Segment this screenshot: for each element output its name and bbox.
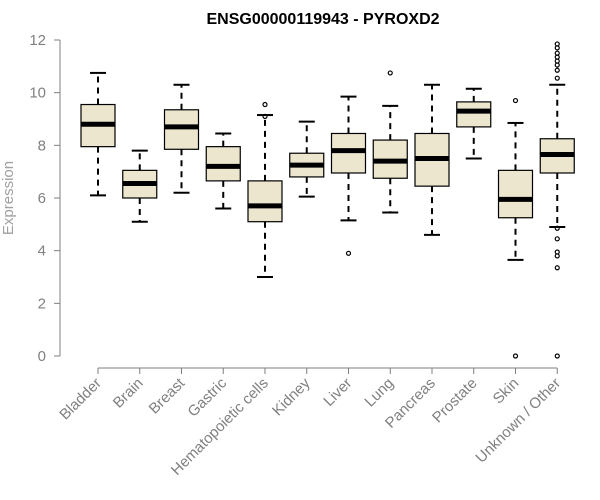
y-tick-label: 10 bbox=[29, 85, 46, 102]
box-5 bbox=[247, 101, 283, 278]
outlier-point bbox=[262, 101, 268, 108]
box-iqr bbox=[247, 180, 283, 223]
box-6 bbox=[289, 120, 325, 198]
outlier-point bbox=[554, 236, 560, 242]
box-2 bbox=[122, 149, 158, 223]
outlier-point bbox=[262, 113, 268, 119]
box-3 bbox=[163, 83, 200, 194]
x-tick-label: Brain bbox=[110, 375, 147, 412]
y-tick-label: 0 bbox=[38, 348, 46, 365]
y-tick-label: 6 bbox=[38, 190, 46, 207]
x-tick-label: Breast bbox=[146, 374, 189, 417]
x-tick-label: Lung bbox=[361, 375, 397, 411]
y-axis: 0 2 4 6 8 10 12 bbox=[29, 32, 61, 365]
x-tick-label: Kidney bbox=[269, 374, 314, 419]
box-9 bbox=[414, 83, 450, 236]
outlier-point bbox=[345, 250, 352, 256]
box-10 bbox=[456, 87, 492, 160]
x-tick-label: Liver bbox=[320, 375, 355, 410]
y-tick-label: 2 bbox=[38, 295, 46, 312]
box-iqr bbox=[163, 109, 200, 150]
box-iqr bbox=[330, 132, 367, 174]
y-tick-label: 8 bbox=[38, 137, 46, 154]
outlier-point bbox=[512, 97, 519, 104]
outlier-point bbox=[554, 75, 560, 81]
box-1 bbox=[80, 71, 116, 197]
box-4 bbox=[205, 132, 241, 210]
outlier-point bbox=[554, 67, 560, 73]
boxes-group bbox=[80, 41, 575, 359]
chart-title: ENSG00000119943 - PYROXD2 bbox=[206, 11, 439, 28]
y-axis-label: Expression bbox=[0, 161, 17, 235]
outlier-point bbox=[387, 70, 393, 76]
outlier-point bbox=[554, 45, 560, 51]
outlier-point bbox=[512, 353, 519, 359]
box-8 bbox=[372, 70, 408, 214]
y-tick-label: 12 bbox=[29, 32, 46, 49]
box-7 bbox=[330, 95, 367, 256]
box-iqr bbox=[205, 146, 241, 182]
box-12 bbox=[539, 41, 575, 359]
box-iqr bbox=[497, 169, 534, 219]
box-11 bbox=[497, 97, 534, 359]
outlier-point bbox=[554, 265, 560, 271]
outlier-point bbox=[554, 225, 560, 231]
x-tick-label: Prostate bbox=[429, 375, 481, 427]
x-tick-label: Skin bbox=[490, 375, 523, 408]
outlier-point bbox=[554, 353, 560, 359]
outlier-point bbox=[554, 253, 560, 259]
box-iqr bbox=[456, 101, 492, 128]
y-tick-label: 4 bbox=[38, 243, 46, 260]
outlier-point bbox=[554, 62, 560, 68]
x-tick-label: Bladder bbox=[56, 375, 105, 424]
